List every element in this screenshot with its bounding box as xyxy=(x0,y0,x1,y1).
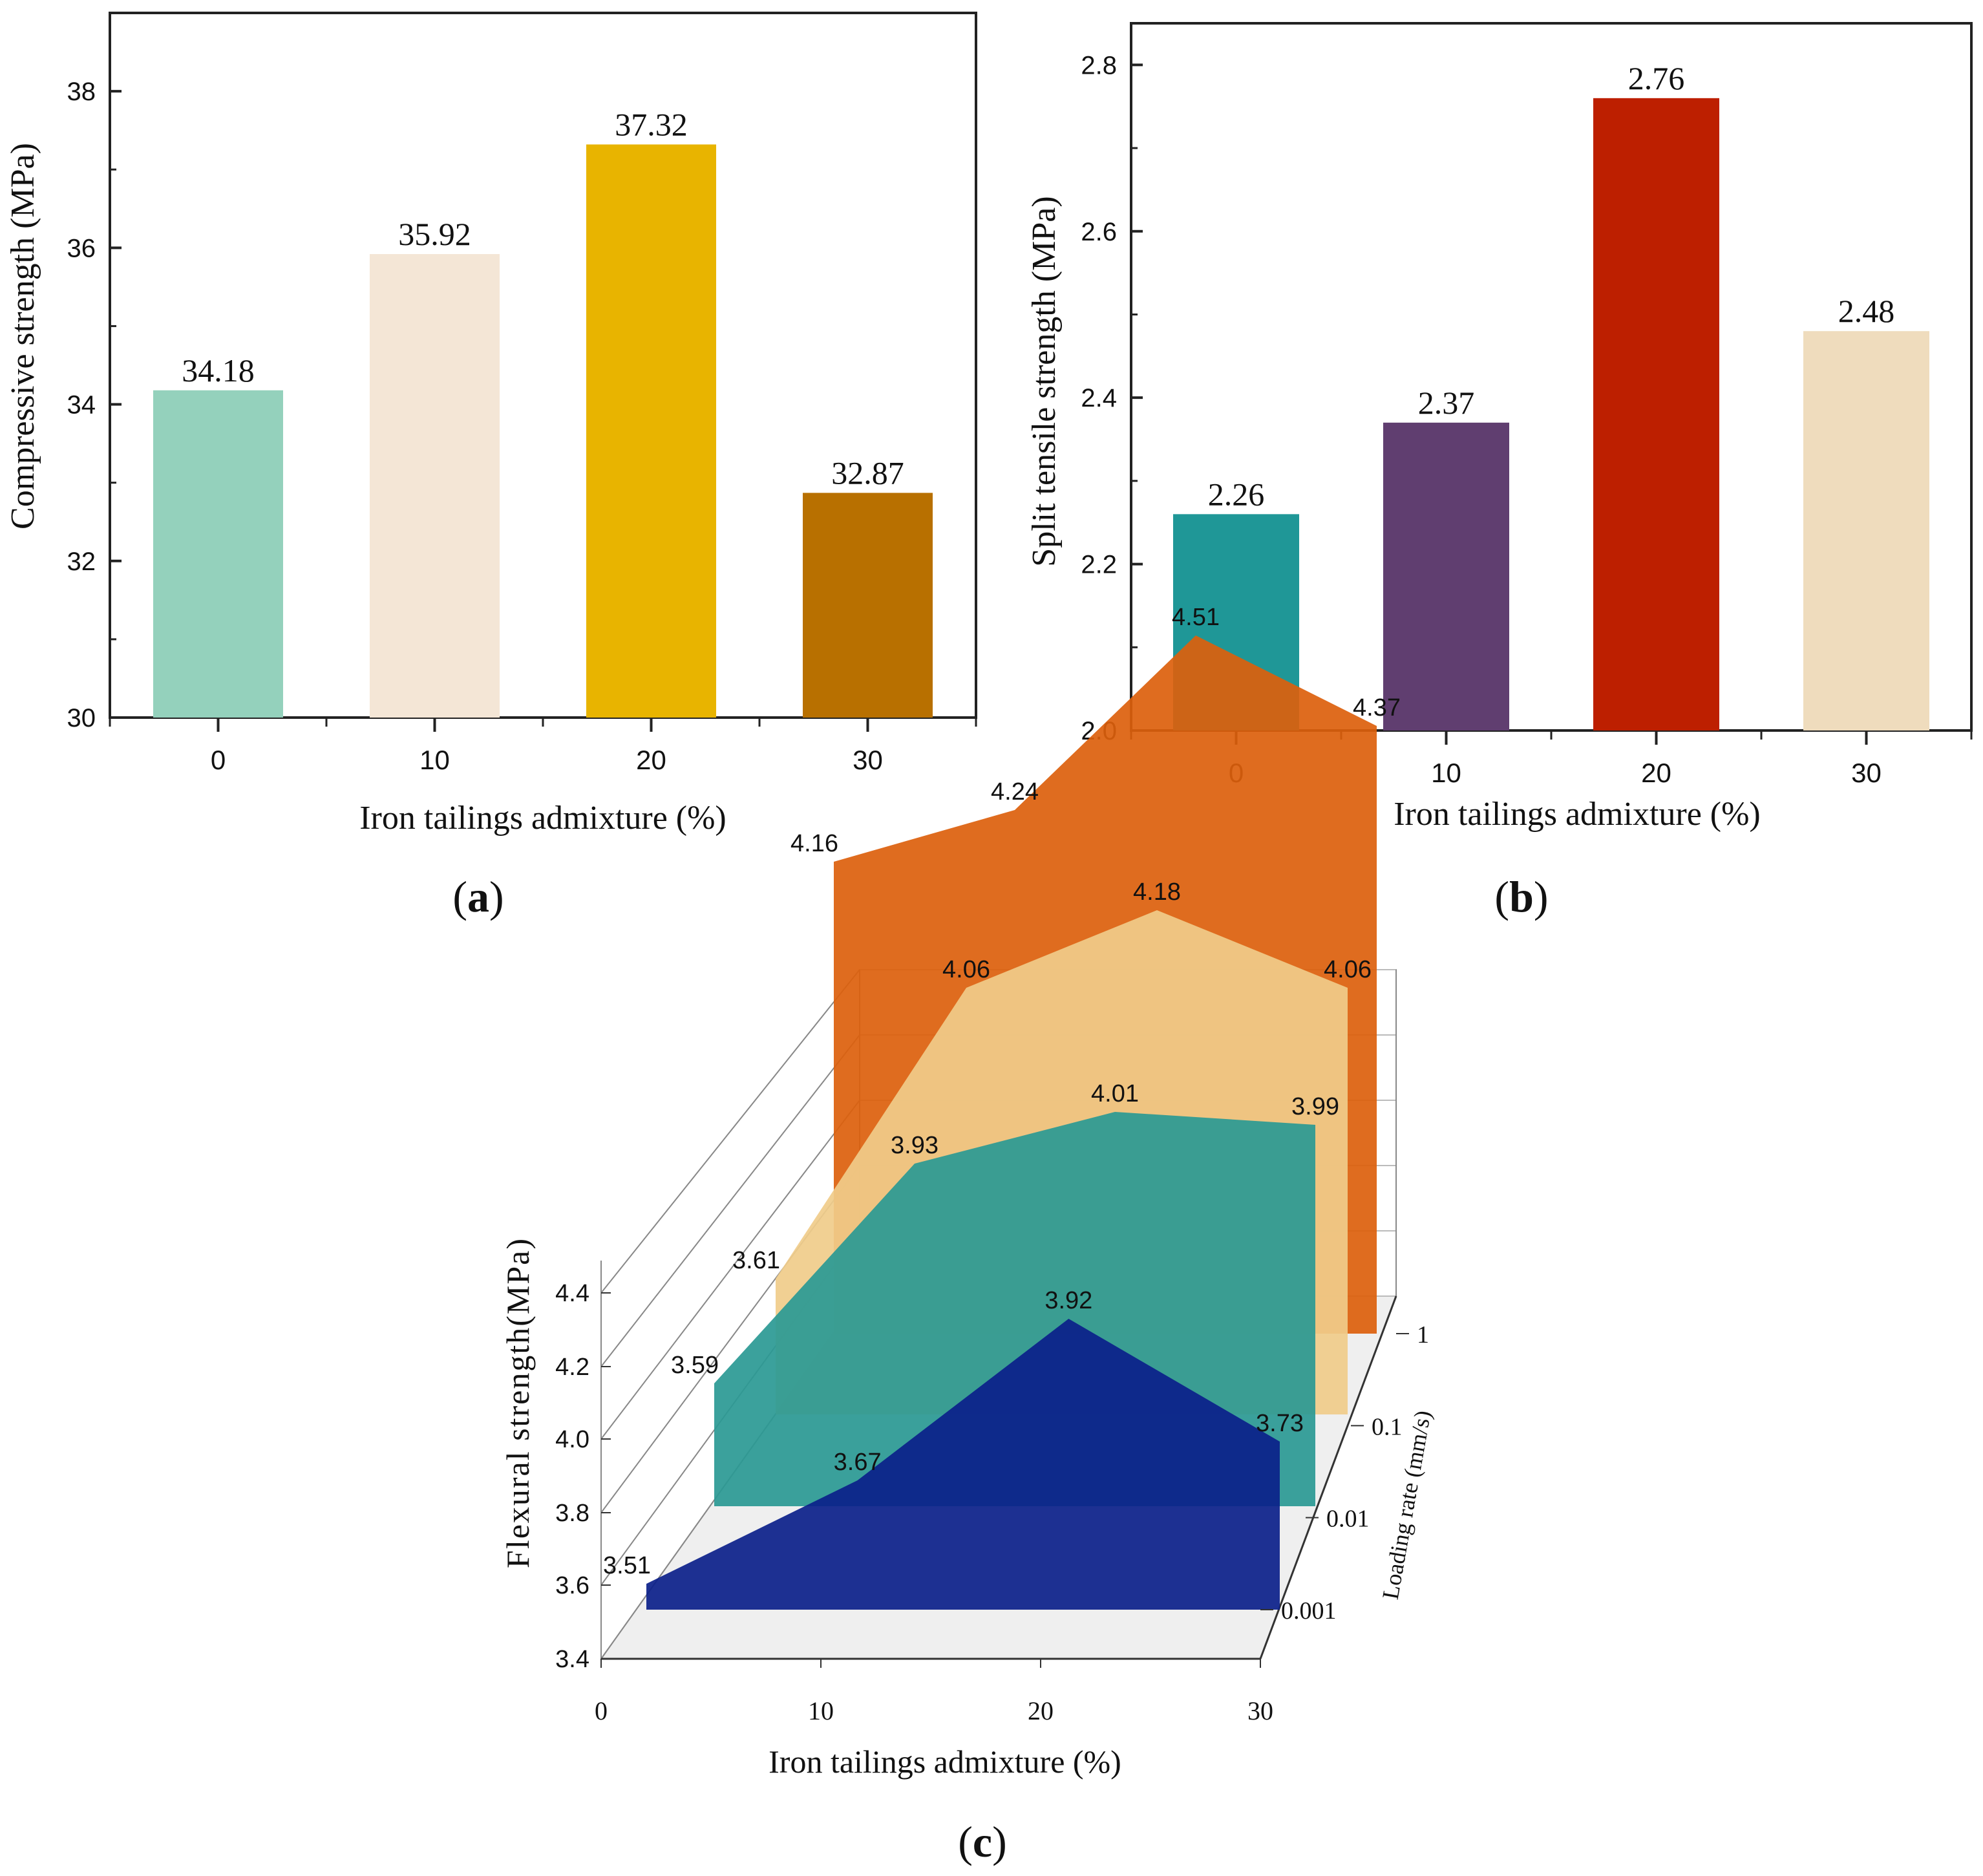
panel-a-y-axis-label: Compressive strength (MPa) xyxy=(5,143,41,529)
x-tick-label: 20 xyxy=(1641,758,1671,788)
bar xyxy=(803,493,933,718)
bar xyxy=(586,144,716,718)
y-tick-label: 4.0 xyxy=(555,1426,589,1453)
x-tick-label: 30 xyxy=(1247,1696,1273,1725)
left-wall-grid-line xyxy=(600,1100,860,1440)
data-label: 3.59 xyxy=(671,1352,719,1379)
data-label: 3.67 xyxy=(834,1449,882,1476)
data-label: 4.24 xyxy=(991,778,1039,805)
y-tick-label: 3.6 xyxy=(555,1572,589,1599)
x-tick-label: 30 xyxy=(853,745,883,775)
z-axis-line xyxy=(1259,1295,1397,1659)
left-wall-grid-line xyxy=(600,1034,860,1367)
y-tick-label: 2.2 xyxy=(1081,551,1117,579)
data-label: 3.61 xyxy=(732,1247,780,1274)
bar-value-label: 34.18 xyxy=(182,352,255,389)
data-label: 4.06 xyxy=(942,956,990,983)
z-tick-label: 0.1 xyxy=(1372,1413,1403,1440)
data-label: 3.93 xyxy=(891,1132,938,1159)
panel-b-letter: b xyxy=(1509,872,1534,921)
data-label: 4.18 xyxy=(1133,879,1181,906)
bar-value-label: 2.76 xyxy=(1628,60,1685,96)
bar-value-label: 2.37 xyxy=(1418,385,1475,421)
y-tick-label: 4.2 xyxy=(555,1354,589,1381)
data-label: 3.99 xyxy=(1291,1093,1339,1120)
data-label: 4.37 xyxy=(1353,694,1401,721)
bar-value-label: 2.26 xyxy=(1208,476,1265,512)
bar-value-label: 2.48 xyxy=(1838,293,1895,329)
y-tick-label: 36 xyxy=(67,234,96,262)
panel-c-y-axis-label: Flexural strength(MPa) xyxy=(500,1237,536,1568)
x-tick-label: 10 xyxy=(808,1696,834,1725)
y-tick-label: 30 xyxy=(67,704,96,732)
data-label: 3.51 xyxy=(603,1552,651,1579)
bar-value-label: 35.92 xyxy=(398,216,471,252)
y-tick-label: 38 xyxy=(67,78,96,106)
bar xyxy=(1383,422,1509,730)
series-area xyxy=(646,1319,1280,1610)
x-tick-label: 10 xyxy=(419,745,450,775)
bar-value-label: 37.32 xyxy=(615,106,688,142)
y-tick-label: 32 xyxy=(67,548,96,576)
y-tick-label: 3.4 xyxy=(555,1646,589,1673)
x-tick-label: 10 xyxy=(1431,758,1461,788)
x-tick-label: 30 xyxy=(1851,758,1882,788)
panel-b-y-axis-label: Split tensile strength (MPa) xyxy=(1026,196,1063,566)
panel-c-x-axis-label: Iron tailings admixture (%) xyxy=(769,1743,1121,1780)
bar xyxy=(370,254,500,718)
data-label: 4.16 xyxy=(790,830,838,857)
left-wall-grid-line xyxy=(600,969,860,1294)
x-tick-label: 0 xyxy=(211,745,226,775)
bar xyxy=(153,390,283,718)
data-label: 4.01 xyxy=(1091,1080,1139,1107)
y-tick-label: 34 xyxy=(67,391,96,420)
x-tick-label: 20 xyxy=(1028,1696,1054,1725)
panel-c-caption: (c) xyxy=(958,1817,1007,1866)
panel-a-x-axis-label: Iron tailings admixture (%) xyxy=(359,800,726,837)
panel-c-letter: c xyxy=(973,1817,992,1866)
y-tick-label: 2.8 xyxy=(1081,51,1117,80)
panel-b-x-axis-label: Iron tailings admixture (%) xyxy=(1394,796,1761,833)
bar-value-label: 32.87 xyxy=(831,454,904,491)
data-label: 3.73 xyxy=(1256,1410,1304,1437)
data-label: 4.06 xyxy=(1324,956,1372,983)
x-tick-label: 0 xyxy=(595,1696,608,1725)
z-tick-label: 0.001 xyxy=(1281,1597,1337,1625)
bar xyxy=(1593,98,1719,730)
bar xyxy=(1803,331,1929,730)
panel-a-letter: a xyxy=(467,872,489,921)
z-tick-label: 1 xyxy=(1417,1321,1429,1348)
z-tick-label: 0.01 xyxy=(1326,1506,1370,1533)
y-tick-label: 4.4 xyxy=(555,1280,589,1307)
y-tick-label: 2.6 xyxy=(1081,218,1117,246)
y-tick-label: 2.4 xyxy=(1081,384,1117,412)
panel-c-flexural-strength-3d: 4.164.244.514.373.614.064.184.063.593.93… xyxy=(500,604,1436,1866)
data-label: 4.51 xyxy=(1172,604,1220,631)
panel-b-caption: (b) xyxy=(1494,872,1548,921)
data-label: 3.92 xyxy=(1045,1287,1092,1314)
x-tick-label: 20 xyxy=(636,745,666,775)
y-tick-label: 3.8 xyxy=(555,1500,589,1527)
panel-a-caption: (a) xyxy=(452,872,504,921)
